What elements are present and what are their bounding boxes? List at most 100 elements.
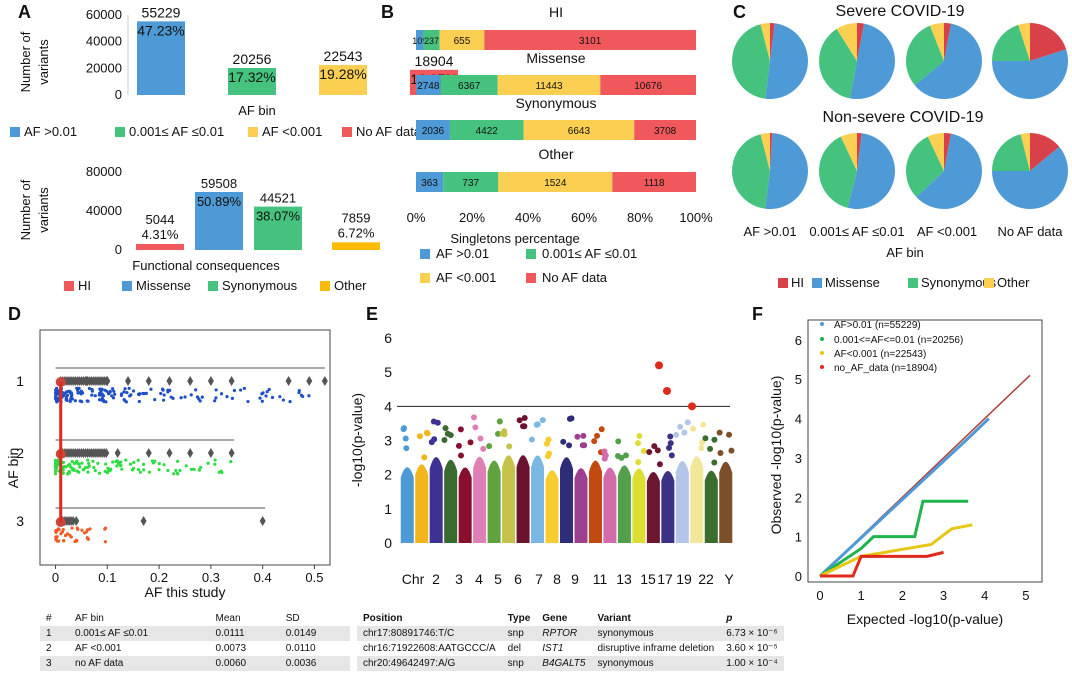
a-top-value-label: 20256: [233, 51, 272, 67]
b-segment-label: 6367: [458, 81, 481, 92]
a-legend2-label: HI: [78, 278, 91, 293]
a-top-xlabel: AF bin: [238, 103, 276, 118]
e-tick-label: 2: [384, 467, 392, 483]
d-point: [66, 389, 70, 394]
d-point: [157, 461, 161, 466]
c-pie-slice: [1030, 133, 1060, 171]
a-top-tick-label: 0: [115, 87, 122, 102]
b-segment: [497, 75, 601, 95]
d-point: [265, 390, 269, 394]
d-outlier: [285, 376, 292, 386]
d-point: [149, 387, 153, 391]
d-point: [214, 396, 218, 400]
table-e-cell: chr16:71922608:AATGCCC/A: [363, 643, 496, 654]
table-e-cell: 6.73 × 10⁻⁶: [720, 626, 784, 641]
table-e-cell: synonymous: [591, 626, 721, 641]
panel-letter-d: D: [8, 304, 21, 324]
e-point: [601, 451, 608, 458]
table-e-col-variant: Variant: [597, 613, 631, 624]
d-point: [54, 460, 58, 464]
a-bot-percent-label: 38.07%: [256, 209, 301, 224]
e-chrom-block: [617, 465, 631, 543]
e-point: [677, 423, 684, 430]
f-tick-label: 0: [816, 588, 823, 603]
f-tick-label: 4: [981, 588, 988, 603]
table-e-col-gene: Gene: [542, 613, 568, 624]
d-point: [119, 463, 123, 468]
b-segment-label: 10676: [634, 81, 662, 92]
d-outlier: [207, 448, 214, 458]
d-point: [72, 461, 77, 466]
table-d-cell: 0.0110: [285, 643, 316, 654]
d-tick-label: 3: [16, 513, 24, 529]
d-point: [62, 465, 66, 469]
d-point: [246, 399, 250, 404]
e-point: [640, 447, 647, 454]
a-legend2-label: Synonymous: [222, 278, 298, 293]
a-bot-percent-label: 4.31%: [142, 227, 179, 242]
d-point: [189, 393, 193, 397]
d-point: [278, 395, 282, 399]
e-point: [416, 433, 423, 440]
d-point: [78, 391, 82, 395]
c-legend-swatch: [908, 278, 918, 288]
d-point: [141, 391, 145, 396]
f-tick-label: 6: [795, 333, 802, 348]
c-legend-swatch: [812, 278, 822, 288]
table-row: 2 AF <0.001 0.0073 0.0110: [40, 641, 350, 656]
c-bin-label: 0.001≤ AF ≤0.01: [809, 224, 904, 239]
b-segment: [612, 172, 696, 192]
d-point: [219, 392, 224, 396]
b-segment-label: 6643: [568, 126, 591, 137]
c-pie-slice: [770, 133, 773, 171]
e-chrom-block: [690, 456, 704, 543]
d-point: [161, 388, 165, 392]
b-legend-label: AF <0.001: [436, 270, 496, 285]
d-point: [73, 399, 77, 403]
b-segment-label: 3101: [579, 36, 602, 47]
d-point: [90, 389, 94, 393]
d-point: [230, 396, 235, 401]
c-bin-label: No AF data: [997, 224, 1063, 239]
b-segment-label: 363: [421, 178, 438, 189]
e-tick-label: 8: [553, 571, 561, 587]
table-e-cell: del: [507, 643, 522, 654]
d-point: [115, 464, 119, 468]
d-point: [104, 462, 108, 466]
d-outlier: [73, 516, 80, 526]
f-legend-label: AF>0.01 (n=55229): [834, 320, 921, 331]
c-pie-slice: [765, 133, 808, 209]
d-point: [111, 460, 115, 464]
e-point: [539, 417, 546, 424]
d-point: [81, 468, 85, 472]
f-legend-marker: [820, 322, 824, 326]
e-point: [521, 414, 528, 421]
d-point: [103, 527, 107, 531]
c-pie-slice: [1018, 23, 1030, 61]
e-point: [480, 445, 487, 452]
d-point: [111, 387, 115, 391]
b-row-title: Missense: [526, 50, 585, 66]
c-pie-slice: [857, 133, 862, 171]
e-tick-label: 6: [514, 571, 522, 587]
d-point: [68, 399, 72, 403]
a-bot-value-label: 59508: [201, 176, 237, 191]
f-legend-marker: [820, 351, 824, 355]
d-point: [73, 539, 77, 544]
e-point: [401, 425, 408, 432]
c-pie-slice: [732, 24, 770, 99]
d-point: [57, 539, 61, 543]
c-pie-slice: [930, 23, 944, 61]
d-point: [258, 396, 262, 400]
a-top-percent-label: 17.32%: [228, 69, 275, 85]
e-point: [528, 436, 535, 443]
c-pie-slice: [849, 23, 895, 99]
d-point: [90, 393, 94, 397]
e-point: [591, 438, 598, 445]
d-point: [69, 394, 74, 398]
e-chrom-block: [719, 461, 733, 543]
d-point: [301, 394, 305, 399]
e-point: [681, 429, 688, 436]
table-e-col-type: Type: [507, 613, 531, 624]
d-point: [65, 393, 70, 397]
